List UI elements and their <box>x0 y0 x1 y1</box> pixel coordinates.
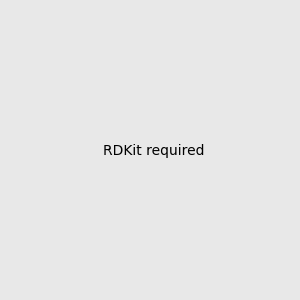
Text: RDKit required: RDKit required <box>103 145 205 158</box>
